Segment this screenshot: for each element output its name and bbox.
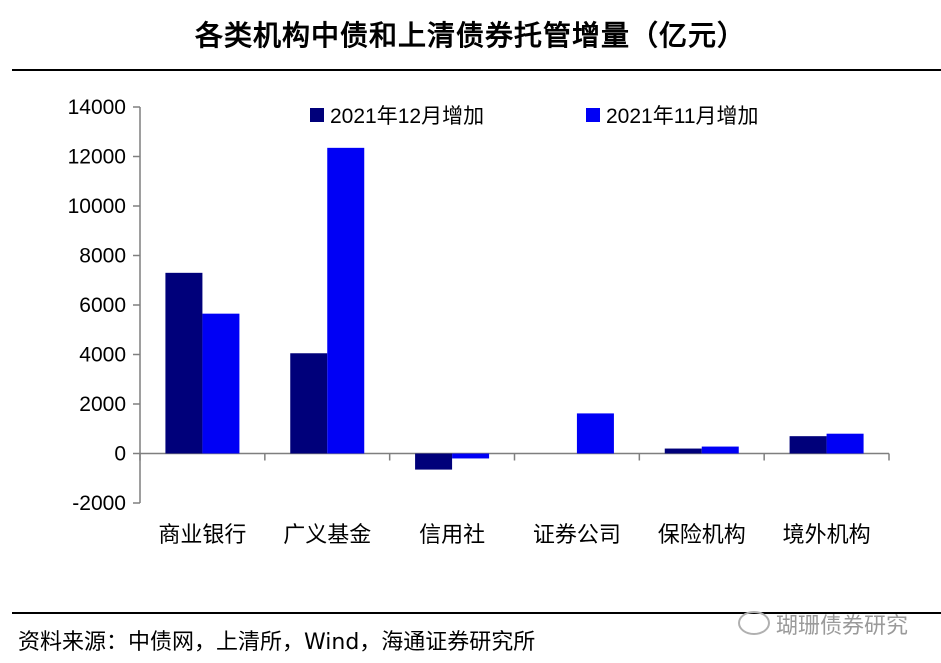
bar-dec-5 <box>789 436 827 454</box>
y-tick-label: 10000 <box>68 195 126 218</box>
bar-dec-1 <box>290 353 328 454</box>
source-note: 资料来源：中债网，上清所，Wind，海通证券研究所 <box>18 630 536 655</box>
y-tick-label: 14000 <box>68 96 126 119</box>
legend-label: 2021年12月增加 <box>330 105 484 128</box>
bar-nov-5 <box>826 433 864 454</box>
y-tick-label: 8000 <box>79 245 126 268</box>
bar-nov-3 <box>576 413 614 454</box>
y-tick-label: -2000 <box>72 492 126 515</box>
bar-dec-0 <box>165 272 203 454</box>
category-label: 境外机构 <box>783 523 871 548</box>
bar-nov-1 <box>327 147 365 454</box>
wechat-icon <box>738 611 770 635</box>
legend-label: 2021年11月增加 <box>606 105 759 128</box>
top-rule <box>12 69 941 71</box>
bar-dec-2 <box>415 453 453 470</box>
watermark: 瑚珊债券研究 <box>738 608 908 640</box>
bar-dec-4 <box>664 448 702 454</box>
category-label: 商业银行 <box>158 523 246 548</box>
legend: 2021年12月增加 2021年11月增加 <box>310 105 759 128</box>
watermark-text: 瑚珊债券研究 <box>776 614 909 639</box>
bars <box>165 147 864 470</box>
y-tick-label: 4000 <box>79 344 126 367</box>
category-label: 保险机构 <box>658 523 746 548</box>
category-label: 证券公司 <box>533 523 621 548</box>
x-axis: 商业银行 广义基金 信用社 证券公司 保险机构 境外机构 <box>139 452 890 548</box>
y-tick-label: 2000 <box>79 393 126 416</box>
y-tick-label: 12000 <box>68 146 126 169</box>
page-title: 各类机构中债和上清债券托管增量（亿元） <box>194 19 746 52</box>
bar-chart: 14000 12000 10000 8000 6000 4000 2000 0 -2000 商业… <box>68 96 890 548</box>
legend-swatch <box>586 108 600 122</box>
bottom-rule <box>12 612 941 614</box>
bar-nov-4 <box>701 446 739 454</box>
legend-swatch <box>310 108 324 122</box>
y-axis: 14000 12000 10000 8000 6000 4000 2000 0 -2000 <box>68 96 141 515</box>
bar-nov-0 <box>202 313 240 454</box>
category-label: 广义基金 <box>283 523 371 548</box>
y-tick-label: 6000 <box>79 294 126 317</box>
bar-nov-2 <box>452 453 490 459</box>
y-tick-label: 0 <box>114 443 126 466</box>
category-label: 信用社 <box>419 523 485 548</box>
